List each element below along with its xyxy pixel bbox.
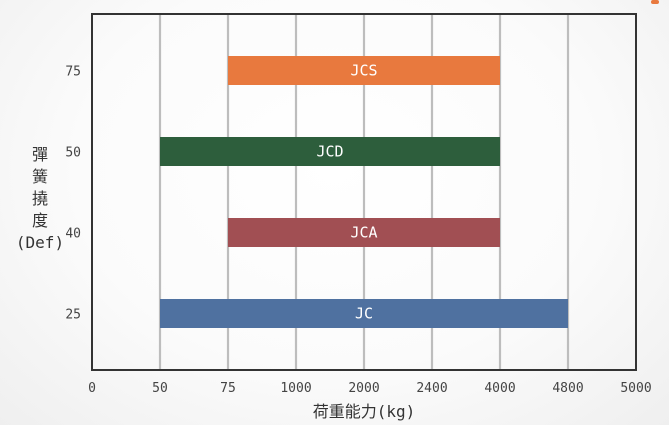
bars-group: JCS JCD JCA JC bbox=[160, 56, 568, 328]
x-tick-label: 0 bbox=[88, 381, 96, 396]
x-tick-label: 5000 bbox=[620, 381, 651, 396]
x-tick-label: 1000 bbox=[280, 381, 311, 396]
x-tick-label: 4000 bbox=[484, 381, 515, 396]
bar-jcs bbox=[228, 56, 500, 85]
x-tick-label: 50 bbox=[152, 381, 168, 396]
x-tick-label: 2000 bbox=[348, 381, 379, 396]
x-tick-label: 2400 bbox=[416, 381, 447, 396]
x-tick-label: 75 bbox=[220, 381, 236, 396]
y-axis-label-part: 彈 bbox=[32, 145, 48, 164]
y-axis-label-part: (Def) bbox=[16, 233, 64, 252]
y-tick-label: 25 bbox=[65, 308, 81, 323]
bar-label: JC bbox=[355, 305, 373, 323]
bar-jc bbox=[160, 299, 568, 328]
y-axis-label-part: 撓 bbox=[32, 189, 48, 208]
bar-label: JCD bbox=[316, 143, 343, 161]
plot-frame bbox=[91, 13, 637, 371]
bar-jcd bbox=[160, 137, 500, 166]
y-tick-label: 40 bbox=[65, 227, 81, 242]
top-right-dot bbox=[651, 0, 659, 4]
x-axis-label: 荷重能力(kg) bbox=[313, 402, 416, 421]
y-tick-label: 75 bbox=[65, 65, 81, 80]
bar-jca bbox=[228, 218, 500, 247]
y-axis-label-part: 度 bbox=[32, 211, 48, 230]
y-axis-label-part: 簧 bbox=[32, 167, 48, 186]
y-tick-label: 50 bbox=[65, 146, 81, 161]
bar-label: JCA bbox=[350, 224, 377, 242]
x-tick-label: 4800 bbox=[552, 381, 583, 396]
y-tick-labels: 75 50 40 25 bbox=[65, 65, 81, 323]
x-tick-labels: 0 50 75 1000 2000 2400 4000 4800 5000 bbox=[88, 381, 652, 396]
bar-label: JCS bbox=[350, 62, 377, 80]
